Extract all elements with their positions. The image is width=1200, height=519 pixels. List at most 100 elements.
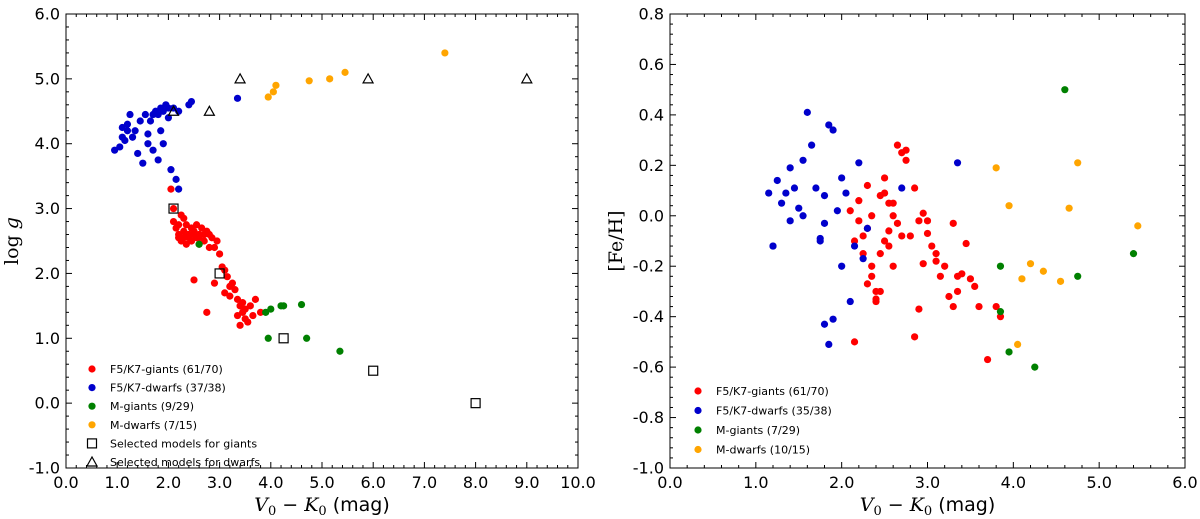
data-point: [889, 262, 897, 270]
left-plot: 0.0 1.0 2.0 3.0 4.0 5.0 6.0 7.0 8.0 9.0 10.0-1.00.…: [1, 5, 596, 519]
data-point: [962, 239, 970, 248]
data-point: [889, 199, 897, 207]
x-axis-label: V0 − K0 (mag): [860, 494, 996, 519]
data-point: [829, 315, 837, 323]
data-point: [953, 287, 962, 296]
y-tick-label: -0.4: [633, 307, 664, 326]
data-point: [808, 141, 816, 149]
data-point: [203, 308, 211, 316]
x-tick-label: 3.0: [207, 473, 232, 492]
data-point: [996, 313, 1005, 321]
legend-marker: [694, 445, 702, 454]
data-point: [1065, 204, 1073, 212]
data-point: [164, 114, 172, 122]
data-point: [868, 212, 876, 220]
series-1: [765, 108, 962, 349]
data-point: [200, 237, 208, 245]
data-point: [167, 185, 175, 193]
data-point: [233, 295, 242, 303]
data-point: [118, 123, 126, 132]
legend-marker: [86, 438, 98, 449]
series-2: [996, 86, 1138, 371]
y-tick-label: 0.8: [639, 5, 664, 24]
data-point: [786, 217, 794, 225]
data-point: [159, 107, 167, 115]
data-point: [889, 212, 897, 220]
data-point: [838, 174, 846, 182]
legend-marker: [694, 387, 702, 395]
legend-marker: [694, 406, 702, 415]
data-point: [825, 340, 833, 349]
data-point: [239, 299, 247, 307]
data-point: [1014, 340, 1022, 349]
x-axis-label: V0 − K0 (mag): [254, 494, 390, 519]
right-plot: 0.0 1.0 2.0 3.0 4.0 5.0 6.0 -1.0 -0.8 -0.6 -0.4 -0.…: [605, 5, 1198, 519]
data-point: [236, 321, 244, 329]
data-point: [850, 242, 859, 250]
data-point: [139, 159, 147, 167]
data-point: [838, 262, 846, 270]
y-tick-label: 0.6: [639, 55, 664, 74]
data-point: [470, 398, 481, 409]
data-point: [368, 365, 379, 376]
data-point: [915, 217, 923, 225]
data-point: [992, 302, 1000, 311]
data-point: [131, 127, 139, 135]
data-point: [923, 217, 932, 225]
data-point: [1031, 363, 1039, 371]
data-point: [198, 224, 206, 232]
data-point: [1074, 159, 1082, 167]
series-5: [167, 72, 533, 116]
data-point: [769, 242, 777, 250]
data-point: [996, 262, 1005, 270]
data-point: [157, 127, 165, 135]
data-point: [144, 130, 152, 138]
data-point: [898, 184, 906, 192]
data-point: [234, 72, 247, 84]
data-point: [975, 302, 983, 311]
data-point: [966, 275, 975, 283]
data-point: [996, 308, 1005, 316]
data-point: [876, 287, 884, 296]
data-point: [182, 240, 190, 248]
legend-marker: [694, 426, 702, 434]
data-point: [816, 237, 824, 245]
x-tick-label: 2.0: [156, 473, 181, 492]
y-axis-label: [Fe/H]: [605, 210, 627, 271]
legend-marker: [88, 365, 96, 373]
data-point: [803, 108, 811, 116]
data-point: [859, 250, 867, 258]
data-point: [216, 250, 224, 258]
data-point: [231, 286, 239, 294]
y-tick-label: -0.6: [633, 358, 664, 377]
data-point: [336, 347, 344, 355]
data-point: [187, 237, 196, 245]
data-point: [190, 276, 198, 284]
x-tick-label: 6.0: [360, 473, 385, 492]
x-tick-label: 6.0: [1172, 473, 1197, 492]
plot-frame: [669, 13, 1186, 469]
data-point: [213, 237, 221, 245]
data-point: [812, 184, 820, 192]
data-point: [210, 279, 219, 287]
data-point: [846, 297, 854, 306]
data-point: [187, 97, 196, 106]
data-point: [872, 297, 880, 306]
data-point: [164, 104, 172, 112]
legend-marker: [88, 384, 96, 392]
legend-entry: F5/K7-giants (61/70): [110, 363, 223, 376]
data-point: [1005, 348, 1013, 356]
data-point: [885, 242, 893, 250]
data-point: [175, 234, 183, 242]
data-point: [149, 146, 157, 154]
legend-entry: M-giants (9/29): [110, 400, 194, 413]
data-point: [341, 68, 349, 76]
data-point: [846, 207, 854, 215]
legend-entry: M-dwarfs (7/15): [110, 419, 197, 432]
data-point: [169, 204, 178, 213]
data-point: [303, 334, 311, 342]
data-point: [868, 272, 876, 280]
x-tick-label: 4.0: [1001, 473, 1026, 492]
y-tick-label: 2.0: [35, 264, 60, 283]
